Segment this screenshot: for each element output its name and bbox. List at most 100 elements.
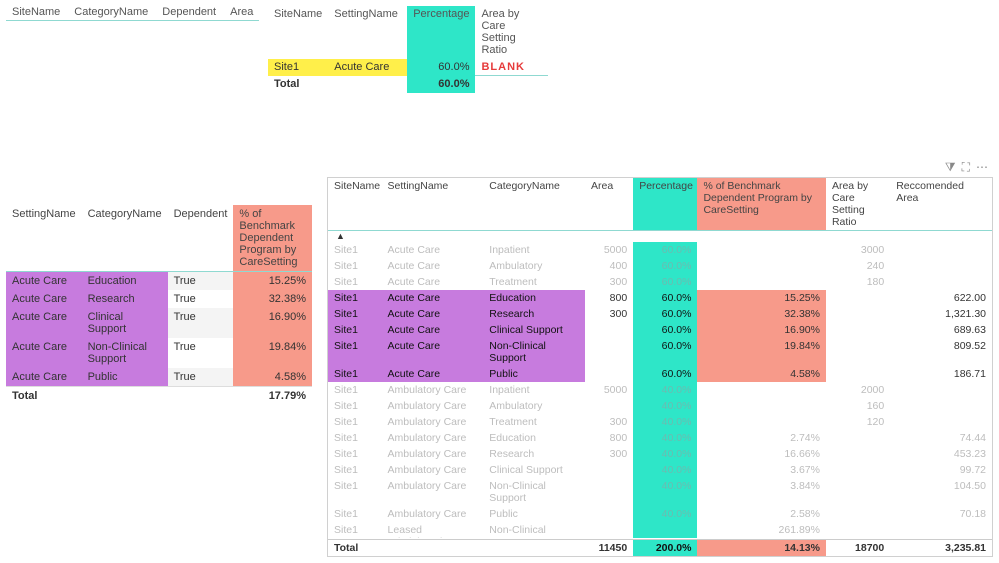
detail-row[interactable]: Site1Acute CarePublic60.0%4.58%186.71 [328,366,992,382]
cell-site: Site1 [328,478,382,506]
cell-area-ratio: 240 [826,258,890,274]
detail-row[interactable]: Site1Acute CareClinical Support60.0%16.9… [328,322,992,338]
cell-percentage: 40.0% [633,462,697,478]
summary-table: SiteName SettingName Percentage Area by … [268,6,548,93]
col-category[interactable]: CategoryName [68,6,154,18]
detail-row[interactable]: Site1Ambulatory CareInpatient500040.0%20… [328,382,992,398]
focus-mode-icon[interactable]: ⛶ [962,160,970,175]
more-options-icon[interactable]: ⋯ [976,160,988,175]
detail-row[interactable]: Site1Ambulatory CareResearch30040.0%16.6… [328,446,992,462]
col-setting[interactable]: SettingName [328,6,407,59]
cell-benchmark-pct: 4.58% [697,366,826,382]
cell-recommended-area: 1,321.30 [890,306,992,322]
col-percentage[interactable]: Percentage [633,178,697,231]
cell-percentage: 60.0% [407,59,475,76]
cell-area [585,462,633,478]
cell-category: Education [483,430,585,446]
cell-recommended-area [890,258,992,274]
detail-table-visual[interactable]: ⧩ ⛶ ⋯ SiteNameSettingNameCategoryNameAre… [327,177,993,557]
summary-row[interactable]: Site1 Acute Care 60.0% BLANK [268,59,548,76]
col-setting[interactable]: SettingName [382,178,484,231]
detail-row[interactable]: Site1Acute CareInpatient500060.0%3000 [328,242,992,258]
detail-row[interactable]: Site1Acute CareAmbulatory40060.0%240 [328,258,992,274]
benchmark-row[interactable]: Acute CareNon-Clinical SupportTrue19.84% [6,338,312,368]
cell-site: Site1 [328,322,382,338]
col-dependent[interactable]: Dependent [168,205,234,272]
benchmark-row[interactable]: Acute CareEducationTrue15.25% [6,272,312,291]
benchmark-row[interactable]: Acute CarePublicTrue4.58% [6,368,312,387]
cell-benchmark-pct: 261.89% [697,522,826,538]
cell-dependent: True [168,368,234,387]
cell-area-ratio [826,366,890,382]
cell-setting: Ambulatory Care [382,478,484,506]
cell-setting: Ambulatory Care [382,446,484,462]
detail-row[interactable]: Site1Ambulatory CareClinical Support40.0… [328,462,992,478]
cell-setting: Acute Care [382,258,484,274]
cell-area-ratio: BLANK [475,59,548,76]
col-setting[interactable]: SettingName [6,205,82,272]
total-bm: 14.13% [697,540,826,557]
cell-percentage: 60.0% [633,242,697,258]
cell-category: Non-Clinical [483,522,585,538]
total-pct: 17.79% [233,387,312,406]
cell-recommended-area: 74.44 [890,430,992,446]
total-area: 11450 [585,540,633,557]
col-site[interactable]: SiteName [268,6,328,59]
benchmark-total-row: Total 17.79% [6,387,312,406]
col-site[interactable]: SiteName [6,6,66,18]
cell-recommended-area: 622.00 [890,290,992,306]
cell-setting: Acute Care [382,366,484,382]
cell-site: Site1 [268,59,328,76]
cell-area-ratio: 180 [826,274,890,290]
cell-percentage: 60.0% [633,338,697,366]
detail-row[interactable]: Site1Ambulatory CareNon-Clinical Support… [328,478,992,506]
col-benchmark-pct[interactable]: % of Benchmark Dependent Program by Care… [697,178,826,231]
detail-row[interactable]: Site1Ambulatory CareEducation80040.0%2.7… [328,430,992,446]
cell-recommended-area [890,398,992,414]
detail-row[interactable]: Site1Leased AdministrationNon-Clinical26… [328,522,992,538]
sort-indicator[interactable]: ▲ [328,231,992,241]
cell-area: 300 [585,446,633,462]
col-area-ratio[interactable]: Area by Care Setting Ratio [475,6,548,59]
cell-site: Site1 [328,242,382,258]
cell-setting: Acute Care [328,59,407,76]
summary-total-row: Total 60.0% [268,76,548,93]
col-category[interactable]: CategoryName [82,205,168,272]
cell-category: Inpatient [483,242,585,258]
cell-setting: Acute Care [6,368,82,387]
detail-row[interactable]: Site1Ambulatory CareTreatment30040.0%120 [328,414,992,430]
detail-row[interactable]: Site1Acute CareResearch30060.0%32.38%1,3… [328,306,992,322]
col-area-ratio[interactable]: Area by Care Setting Ratio [826,178,890,231]
benchmark-row[interactable]: Acute CareClinical SupportTrue16.90% [6,308,312,338]
cell-setting: Acute Care [382,338,484,366]
cell-recommended-area [890,382,992,398]
cell-setting: Ambulatory Care [382,382,484,398]
detail-row[interactable]: Site1Ambulatory CareAmbulatory40.0%160 [328,398,992,414]
col-area[interactable]: Area [585,178,633,231]
col-category[interactable]: CategoryName [483,178,585,231]
cell-area-ratio: 3000 [826,242,890,258]
cell-benchmark-pct [697,274,826,290]
cell-benchmark-pct: 15.25% [233,272,312,291]
col-recommended-area[interactable]: Reccomended Area [890,178,992,231]
detail-row[interactable]: Site1Acute CareTreatment30060.0%180 [328,274,992,290]
cell-setting: Ambulatory Care [382,462,484,478]
total-label: Total [328,540,382,557]
col-dependent[interactable]: Dependent [156,6,222,18]
col-benchmark-pct[interactable]: % of Benchmark Dependent Program by Care… [233,205,312,272]
benchmark-row[interactable]: Acute CareResearchTrue32.38% [6,290,312,308]
detail-row[interactable]: Site1Acute CareNon-Clinical Support 60.0%… [328,338,992,366]
col-area[interactable]: Area [224,6,259,18]
cell-site: Site1 [328,338,382,366]
cell-percentage: 40.0% [633,414,697,430]
cell-category: Research [483,446,585,462]
cell-benchmark-pct: 2.74% [697,430,826,446]
cell-category: Non-Clinical Support [483,338,585,366]
detail-row[interactable]: Site1Acute CareEducation80060.0%15.25%62… [328,290,992,306]
cell-benchmark-pct [697,242,826,258]
detail-row[interactable]: Site1Ambulatory CarePublic40.0%2.58%70.1… [328,506,992,522]
cell-percentage: 40.0% [633,506,697,522]
col-site[interactable]: SiteName [328,178,382,231]
col-percentage[interactable]: Percentage [407,6,475,59]
filter-icon[interactable]: ⧩ [945,160,956,175]
